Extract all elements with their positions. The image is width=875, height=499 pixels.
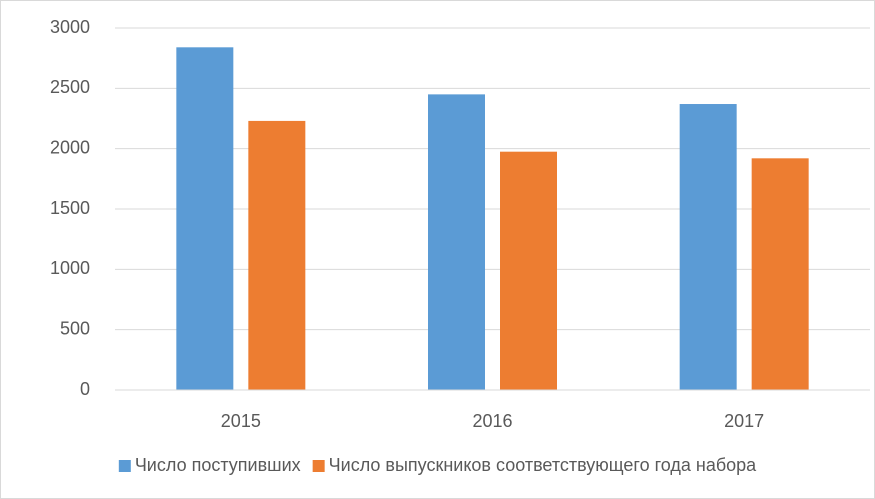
legend-swatch — [312, 460, 325, 472]
y-tick-label: 3000 — [50, 17, 90, 37]
bar — [500, 151, 557, 390]
bar — [428, 94, 485, 390]
bar — [679, 104, 737, 391]
y-tick-label: 1000 — [50, 258, 90, 278]
bar — [751, 158, 809, 390]
y-tick-label: 2500 — [50, 77, 90, 97]
x-tick-label: 2017 — [724, 411, 764, 431]
legend-label: Число выпускников соответствующего года … — [329, 455, 758, 475]
legend-swatch — [118, 460, 131, 472]
legend-label: Число поступивших — [135, 455, 301, 475]
bar — [248, 120, 306, 390]
x-tick-label: 2016 — [472, 411, 512, 431]
y-tick-label: 2000 — [50, 137, 90, 157]
y-tick-label: 1500 — [50, 198, 90, 218]
y-tick-label: 500 — [60, 318, 90, 338]
bar — [176, 47, 234, 390]
x-tick-label: 2015 — [221, 411, 261, 431]
y-tick-label: 0 — [80, 379, 90, 399]
